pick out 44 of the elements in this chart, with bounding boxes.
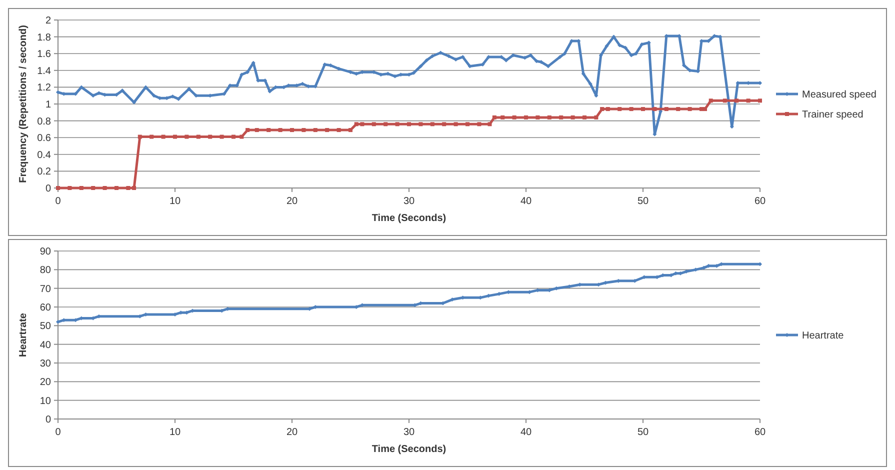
y-tick-label: 0.2 (37, 166, 52, 178)
x-tick-label: 10 (169, 427, 181, 438)
x-tick-label: 40 (520, 196, 532, 207)
y-tick-label: 0 (45, 414, 52, 426)
y-tick-label: 0.4 (37, 150, 52, 161)
x-axis-title: Time (Seconds) (372, 213, 446, 224)
y-tick-label: 0 (45, 184, 52, 194)
x-tick-label: 20 (286, 427, 298, 438)
y-axis-title: Frequency (Repetitions / second) (18, 25, 29, 183)
y-tick-label: 30 (40, 358, 52, 370)
x-tick-label: 50 (637, 196, 649, 207)
y-tick-label: 1 (45, 100, 52, 110)
y-tick-label: 80 (40, 265, 52, 276)
x-tick-label: 60 (754, 427, 766, 438)
y-tick-label: 0.6 (37, 133, 52, 144)
x-tick-label: 30 (403, 427, 415, 438)
y-tick-label: 2 (45, 16, 52, 26)
legend-label: Measured speed (802, 90, 876, 100)
x-tick-label: 20 (286, 196, 298, 207)
y-tick-label: 20 (40, 377, 52, 388)
y-axis-title: Heartrate (18, 312, 29, 357)
x-tick-label: 50 (637, 427, 649, 438)
x-tick-label: 0 (55, 427, 62, 438)
line-series (56, 262, 762, 324)
x-tick-label: 60 (754, 196, 766, 207)
legend-label: Trainer speed (802, 110, 864, 120)
x-tick-label: 10 (169, 196, 181, 207)
x-axis-title: Time (Seconds) (372, 444, 446, 455)
x-tick-label: 30 (403, 196, 415, 207)
y-tick-label: 0.8 (37, 116, 52, 128)
x-tick-label: 0 (55, 196, 62, 207)
y-tick-label: 1.6 (37, 49, 52, 60)
legend-label: Heartrate (802, 330, 844, 342)
y-tick-label: 1.2 (37, 82, 52, 94)
y-tick-label: 50 (40, 321, 52, 332)
y-tick-label: 60 (40, 302, 52, 314)
y-tick-label: 70 (40, 284, 52, 295)
y-tick-label: 40 (40, 340, 52, 351)
x-tick-label: 40 (520, 427, 532, 438)
y-tick-label: 90 (40, 246, 52, 258)
y-tick-label: 1.8 (37, 32, 52, 44)
y-tick-label: 10 (40, 396, 52, 407)
y-tick-label: 1.4 (37, 66, 52, 77)
point (56, 320, 60, 324)
